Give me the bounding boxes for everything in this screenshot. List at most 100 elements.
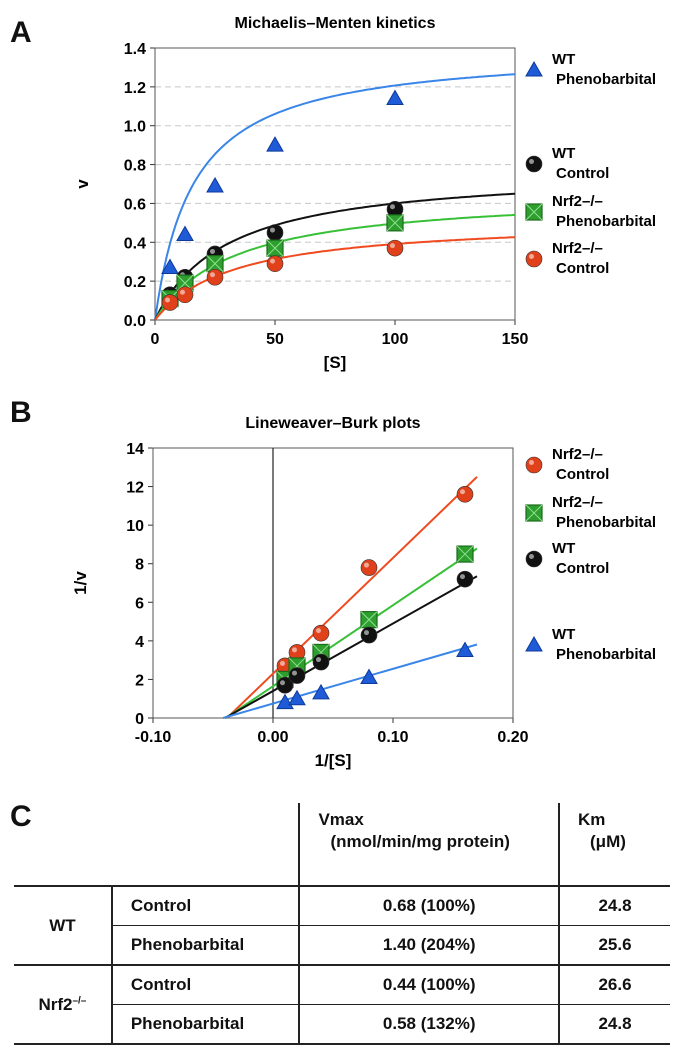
data-point-shine (364, 562, 369, 568)
data-point-shine (364, 630, 369, 636)
legend-marker (525, 550, 543, 568)
data-point (266, 136, 284, 152)
x-axis-label: [S] (324, 353, 347, 372)
table-header-row: Vmax (nmol/min/mg protein) Km (μM) (14, 803, 670, 886)
y-tick-label: 12 (126, 480, 144, 497)
legend-label: Nrf2–/– (552, 494, 603, 511)
data-point-shine (460, 489, 465, 495)
panel-label-c: C (10, 800, 32, 833)
data-point (456, 485, 474, 503)
series-nrf2-control-fit-line (226, 476, 478, 719)
data-point (312, 683, 330, 700)
series-wt-phenobarbital-fit-line (222, 643, 478, 719)
table-row: Nrf2–/– Control 0.44 (100%) 26.6 (14, 964, 670, 1045)
y-tick-label: 14 (126, 441, 144, 458)
plot-frame (154, 47, 516, 321)
vmax-header-label: Vmax (318, 810, 364, 829)
data-point (288, 689, 306, 706)
data-point (161, 258, 179, 275)
legend-marker-shine (525, 203, 543, 221)
legend-label: Nrf2–/– (552, 240, 603, 257)
y-axis-label: 1/v (71, 571, 90, 595)
legend-label: Phenobarbital (556, 514, 656, 531)
y-tick-label: 1.0 (124, 119, 146, 136)
legend-marker (525, 250, 543, 268)
legend-label: Nrf2–/– (552, 193, 603, 210)
series-nrf2-phenobarbital-fit-line (225, 547, 478, 719)
y-tick-label: 0.4 (124, 235, 146, 252)
series-wt-control-fit-line (224, 575, 478, 719)
data-point-shine (210, 248, 215, 254)
x-tick-label: 150 (502, 331, 529, 348)
data-point (266, 224, 284, 241)
data-point-shine (165, 297, 170, 303)
legend-label: Control (556, 560, 609, 577)
x-tick-label: 0.20 (497, 729, 528, 746)
y-tick-label: 8 (135, 557, 144, 574)
data-point-shine (316, 657, 321, 663)
data-point (176, 225, 194, 242)
x-tick-label: 0.10 (377, 729, 408, 746)
data-point-shine (316, 628, 321, 634)
y-tick-label: 1.4 (124, 41, 146, 58)
legend-label: WT (552, 626, 575, 643)
y-tick-label: 10 (126, 518, 144, 535)
group-label-nrf2: Nrf2–/– (14, 964, 112, 1045)
data-point-shine (280, 660, 285, 666)
data-point-shine (206, 255, 224, 273)
y-tick-label: 4 (135, 634, 144, 651)
y-tick-label: 2 (135, 672, 144, 689)
vmax-cell: 1.40 (204%) (298, 925, 560, 965)
km-header: Km (μM) (558, 803, 670, 886)
legend-marker-shine (529, 254, 534, 259)
vmax-header: Vmax (nmol/min/mg protein) (298, 803, 560, 886)
legend-label: WT (552, 540, 575, 557)
data-point-shine (360, 611, 378, 628)
data-point-shine (292, 670, 297, 676)
km-header-unit: (μM) (590, 832, 626, 851)
data-point (312, 653, 330, 671)
km-cell: 24.8 (558, 1004, 670, 1045)
x-tick-label: 100 (382, 331, 409, 348)
y-axis-label: v (73, 179, 92, 189)
legend-label: Nrf2–/– (552, 446, 603, 463)
x-tick-label: 0 (151, 331, 160, 348)
x-tick-label: -0.10 (135, 729, 172, 746)
km-cell: 25.6 (558, 925, 670, 965)
legend-label: Control (556, 165, 609, 182)
data-point-shine (456, 545, 474, 563)
data-point-shine (180, 289, 185, 295)
data-point-shine (266, 239, 284, 257)
y-tick-label: 1.2 (124, 80, 146, 97)
data-point-shine (210, 272, 215, 278)
data-point (206, 268, 224, 286)
data-point-shine (270, 258, 275, 264)
legend-label: WT (552, 51, 575, 68)
series-wt-phenobarbital-fit-line (154, 73, 516, 321)
data-point (360, 668, 378, 684)
data-point-shine (460, 574, 465, 580)
chart-title: Michaelis–Menten kinetics (235, 15, 436, 32)
lineweaver-burk-chart: Lineweaver–Burk plots 0 2 4 6 8 10 12 14 -0.10 0.0… (71, 415, 656, 770)
data-point-shine (390, 243, 395, 249)
michaelis-menten-chart: Michaelis–Menten kinetics 0.0 0.2 0.4 0.6 0.8… (73, 15, 656, 372)
data-point-shine (386, 214, 404, 232)
group-label-wt: WT (14, 885, 112, 965)
vmax-cell: 0.44 (100%) (298, 964, 560, 1005)
data-point (456, 641, 474, 657)
data-point (176, 286, 194, 304)
condition-cell: Control (110, 885, 300, 926)
y-tick-label: 0.6 (124, 196, 146, 213)
y-tick-label: 0 (135, 711, 144, 728)
data-point-shine (390, 204, 395, 210)
data-point (206, 176, 224, 193)
x-tick-label: 0.00 (257, 729, 288, 746)
km-header-label: Km (578, 810, 606, 829)
condition-cell: Phenobarbital (110, 925, 300, 965)
vmax-header-unit: (nmol/min/mg protein) (330, 832, 510, 851)
legend-marker (525, 456, 543, 474)
legend-marker-shine (525, 504, 543, 522)
data-point-shine (280, 680, 285, 686)
data-point-shine (270, 227, 275, 233)
data-point (288, 667, 306, 684)
